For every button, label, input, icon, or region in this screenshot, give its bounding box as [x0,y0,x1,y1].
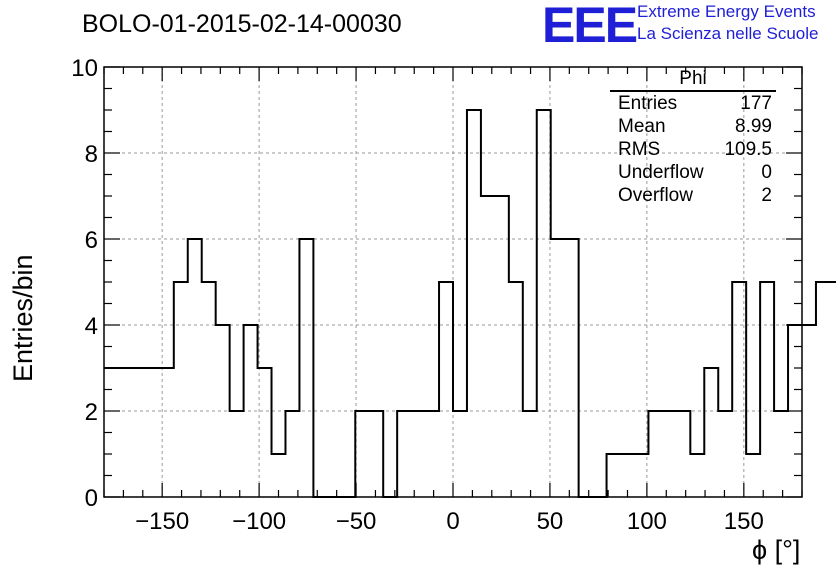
histogram [104,109,836,498]
histogram-line [104,109,836,498]
stats-value: 0 [761,162,772,183]
histogram-bin [774,411,788,497]
axes [103,66,803,498]
histogram-bin [676,411,690,497]
stats-label: Underflow [618,162,704,183]
x-tick-label: −100 [232,508,286,535]
histogram-bin [537,110,551,497]
stats-label: Entries [618,93,678,114]
stats-value: 2 [761,185,772,206]
stats-row: Underflow 0 [610,161,776,184]
histogram-bin [439,282,453,497]
stats-box: Phi Entries 177 Mean 8.99 RMS 109.5 Underfl… [610,68,776,207]
stats-label: RMS [618,139,661,160]
x-tick-label: 50 [537,508,564,535]
histogram-bin [481,196,495,497]
histogram-bin [565,239,579,497]
logo-text-line2: La Scienza nelle Scuole [637,24,819,43]
histogram-bin [690,454,704,497]
stats-value: 177 [740,93,772,114]
chart-title: BOLO-01-2015-02-14-00030 [82,10,402,38]
histogram-bin [299,239,313,497]
y-tick-label: 2 [85,399,98,426]
histogram-bin [551,239,565,497]
x-tick-label: 100 [627,508,667,535]
y-tick-label: 8 [85,141,98,168]
stats-row: Overflow 2 [610,184,776,207]
y-tick-label: 6 [85,227,98,254]
stats-row: Entries 177 [610,92,776,115]
histogram-bin [523,411,537,497]
stats-box-title: Phi [610,68,776,92]
histogram-bin [118,368,132,497]
histogram-bin [648,411,662,497]
stats-label: Overflow [618,185,693,206]
stats-value: 8.99 [735,116,772,137]
histogram-bin [746,454,760,497]
histogram-bin [425,411,439,497]
histogram-bin [230,411,244,497]
eee-logo: EEE [542,0,638,53]
y-tick-label: 10 [71,55,98,82]
histogram-bin [662,411,676,497]
histogram-bin [411,411,425,497]
logo-text-line1: Extreme Energy Events [637,2,816,21]
histogram-bin [216,325,230,497]
histogram-bin [397,411,411,497]
y-axis-label: Entries/bin [8,254,38,382]
x-tick-label: 0 [446,508,459,535]
histogram-bin [258,368,272,497]
stats-value: 109.5 [724,139,772,160]
x-tick-label: 150 [724,508,764,535]
histogram-bin [495,196,509,497]
x-axis-label: ϕ [°] [752,535,801,565]
histogram-bin [830,282,836,497]
histogram-bin [202,282,216,497]
histogram-bin [453,411,467,497]
histogram-bin [285,411,299,497]
histogram-bin [188,239,202,497]
histogram-bin [174,282,188,497]
histogram-bin [760,282,774,497]
histogram-bin [816,282,830,497]
stats-row: RMS 109.5 [610,138,776,161]
histogram-bin [132,368,146,497]
x-tick-label: −50 [336,508,377,535]
histogram-bin [718,411,732,497]
histogram-bin [704,368,718,497]
x-tick-label: −150 [135,508,189,535]
histogram-bin [369,411,383,497]
stats-row: Mean 8.99 [610,115,776,138]
histogram-bin [509,282,523,497]
histogram-bin [467,110,481,497]
tick-labels: −150 −100 −50 0 50 100 150 0 2 4 6 8 10 [71,55,764,535]
stats-label: Mean [618,116,666,137]
histogram-bin [146,368,160,497]
histogram-bin [355,411,369,497]
y-tick-label: 0 [85,485,98,512]
histogram-bin [802,325,816,497]
y-tick-label: 4 [85,313,98,340]
